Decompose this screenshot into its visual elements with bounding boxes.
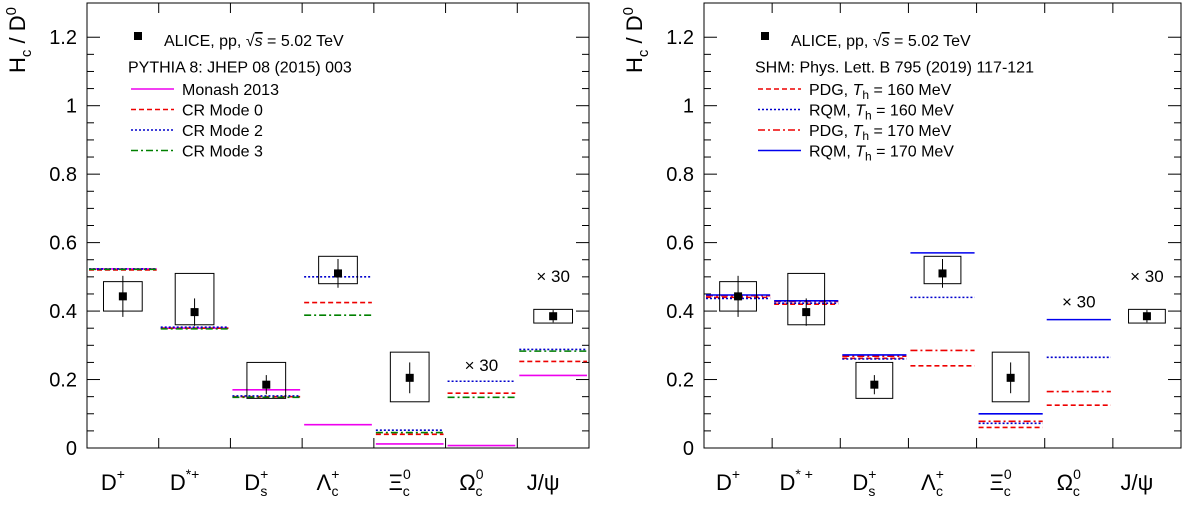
data-point: [938, 269, 947, 278]
x-tick-label: D+ s: [244, 466, 268, 499]
x-tick-label: Ω0 c: [1057, 466, 1081, 499]
y-tick-label: 1: [66, 96, 77, 118]
x-tick-label: D+ s: [852, 466, 876, 499]
y-tick-label: 0.8: [49, 164, 77, 186]
data-point: [405, 373, 414, 382]
right-panel: 0 0.2 0.4 0.6 0.8 1 1.2 Hc / D0 D+ D* + D+ s Λ+ c Ξ0 c Ω…: [620, 2, 1182, 499]
left-panel: 0 0.2 0.4 0.6 0.8 1 1.2 Hc / D0 D+ D*+ D+ s Λ+ c Ξ0 c Ω0…: [3, 2, 590, 499]
sys-box: [389, 351, 430, 403]
legend-series-label: CR Mode 2: [182, 123, 263, 140]
legend-series-label: RQM, Th = 170 MeV: [809, 144, 954, 164]
y-tick-label: 0.6: [666, 233, 694, 255]
sys-box: [991, 351, 1030, 403]
sys-box: [855, 361, 894, 399]
data-point: [118, 292, 127, 301]
y-tick-label: 0.2: [49, 370, 77, 392]
legend-series-label: CR Mode 0: [182, 103, 263, 120]
scale-annotation: × 30: [1130, 267, 1164, 286]
x-tick-label: Ξ0 c: [990, 466, 1012, 499]
x-tick-label: J/ψ: [527, 470, 560, 495]
data-point: [1142, 312, 1151, 321]
legend-data-marker: [761, 32, 769, 40]
legend-series-label: CR Mode 3: [182, 144, 263, 161]
legend-data-marker: [134, 32, 142, 40]
x-tick-label: J/ψ: [1121, 470, 1154, 495]
y-tick-label: 1: [683, 96, 694, 118]
sys-box: [246, 361, 287, 399]
legend-model-header: SHM: Phys. Lett. B 795 (2019) 117-121: [755, 60, 1034, 77]
legend-series-label: Monash 2013: [182, 82, 279, 99]
data-point: [334, 269, 342, 278]
y-tick-label: 0.2: [666, 370, 694, 392]
y-tick-label: 0.8: [666, 164, 694, 186]
legend-series-label: PDG, Th = 170 MeV: [809, 123, 952, 143]
y-tick-label: 0.6: [49, 233, 77, 255]
sys-box: [533, 308, 574, 324]
y-tick-label: 0: [66, 438, 77, 460]
y-tick-label: 0.4: [666, 301, 694, 323]
x-tick-label: Ξ0 c: [389, 466, 411, 499]
legend-data-label: ALICE, pp, √s = 5.02 TeV: [164, 33, 344, 50]
legend-model-header: PYTHIA 8: JHEP 08 (2015) 003: [128, 60, 352, 77]
data-point: [870, 380, 879, 389]
sys-box: [1128, 308, 1166, 324]
x-tick-label: D+: [716, 466, 740, 495]
data-point: [262, 380, 271, 389]
legend-data-label: ALICE, pp, √s = 5.02 TeV: [791, 33, 971, 50]
scale-annotation: × 30: [465, 356, 499, 375]
y-tick-label: 1.2: [49, 27, 77, 49]
y-axis-title: Hc / D0: [3, 7, 35, 73]
data-point: [549, 312, 558, 321]
scale-annotation: × 30: [1062, 293, 1096, 312]
scale-annotation: × 30: [536, 267, 570, 286]
x-tick-label: Λ+ c: [317, 466, 340, 499]
x-tick-label: Λ+ c: [921, 466, 944, 499]
x-tick-label: Ω0 c: [459, 466, 483, 499]
data-point: [734, 292, 743, 301]
y-tick-label: 1.2: [666, 27, 694, 49]
data-point: [190, 308, 199, 317]
y-axis-title: Hc / D0: [620, 7, 652, 73]
x-tick-label: D*+: [170, 466, 200, 495]
legend-series-label: RQM, Th = 160 MeV: [809, 103, 954, 123]
data-point: [802, 308, 811, 317]
legend-series-label: PDG, Th = 160 MeV: [809, 82, 952, 102]
y-tick-label: 0.4: [49, 301, 77, 323]
data-point: [1006, 373, 1015, 382]
x-tick-label: D+: [101, 466, 125, 495]
x-tick-label: D* +: [780, 466, 813, 495]
y-tick-label: 0: [683, 438, 694, 460]
